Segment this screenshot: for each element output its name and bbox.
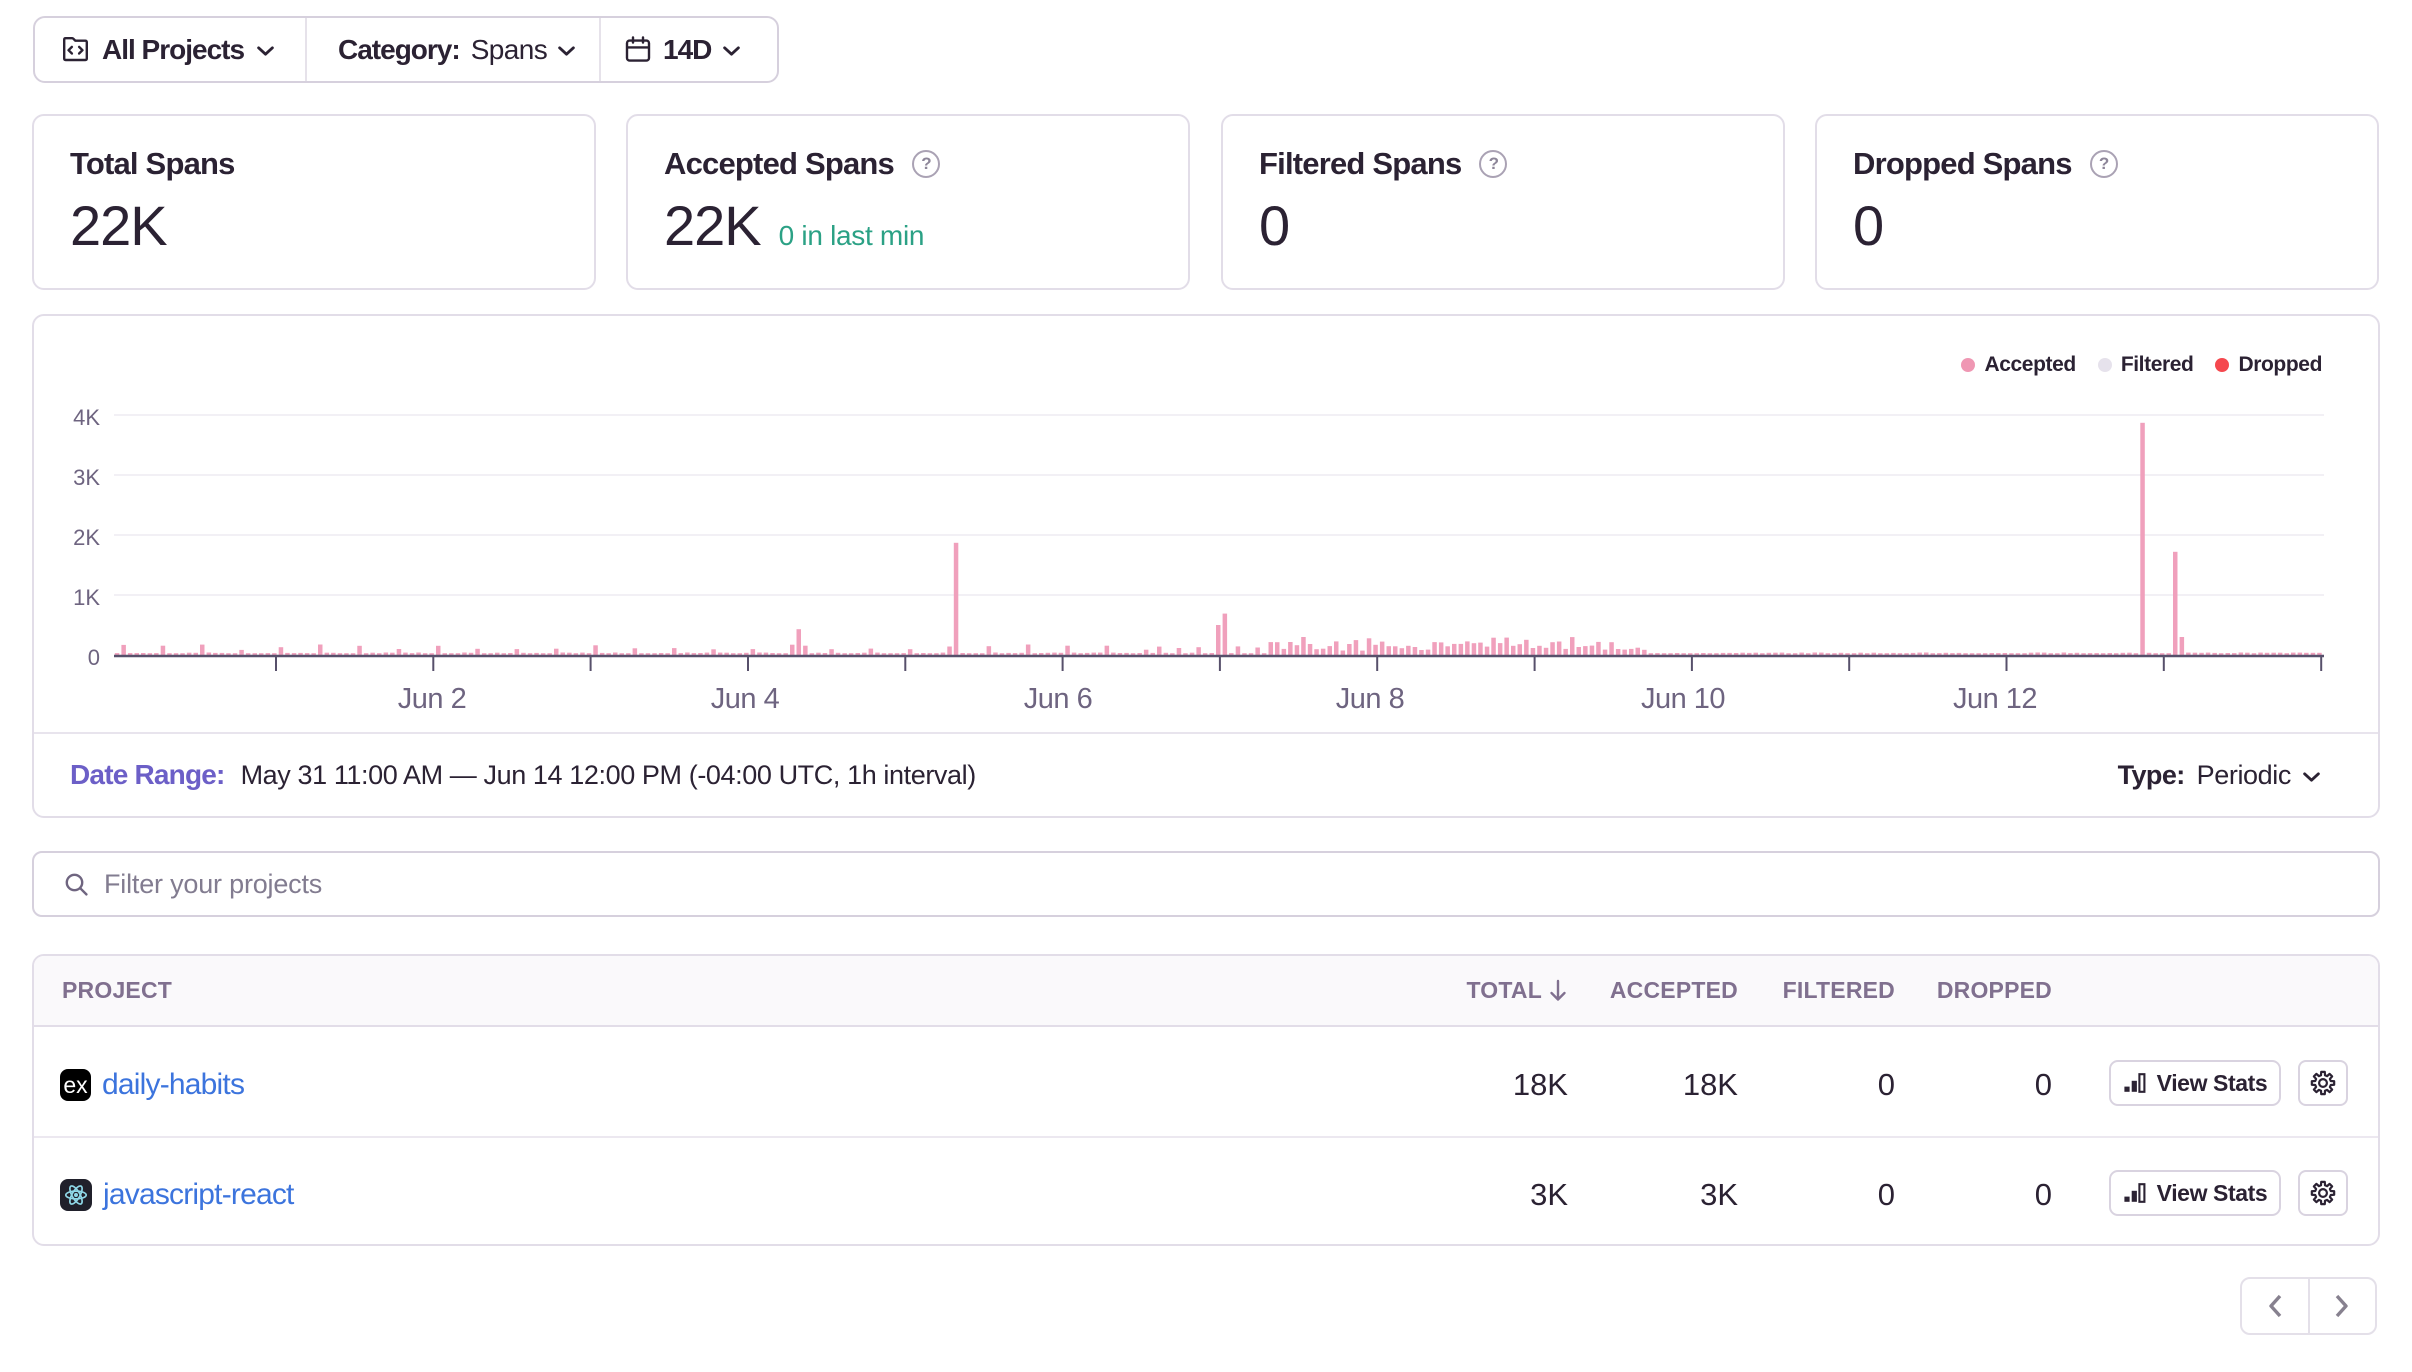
- svg-text:Jun 6: Jun 6: [1024, 683, 1092, 715]
- svg-text:Jun 10: Jun 10: [1641, 683, 1725, 715]
- svg-text:4K: 4K: [73, 405, 100, 430]
- svg-text:Jun 2: Jun 2: [398, 683, 466, 715]
- svg-text:1K: 1K: [73, 585, 100, 610]
- svg-text:2K: 2K: [73, 525, 100, 550]
- svg-text:Jun 4: Jun 4: [711, 683, 780, 715]
- svg-text:Jun 8: Jun 8: [1336, 683, 1404, 715]
- svg-text:Jun 12: Jun 12: [1953, 683, 2037, 715]
- svg-text:3K: 3K: [73, 465, 100, 490]
- svg-text:0: 0: [88, 645, 100, 670]
